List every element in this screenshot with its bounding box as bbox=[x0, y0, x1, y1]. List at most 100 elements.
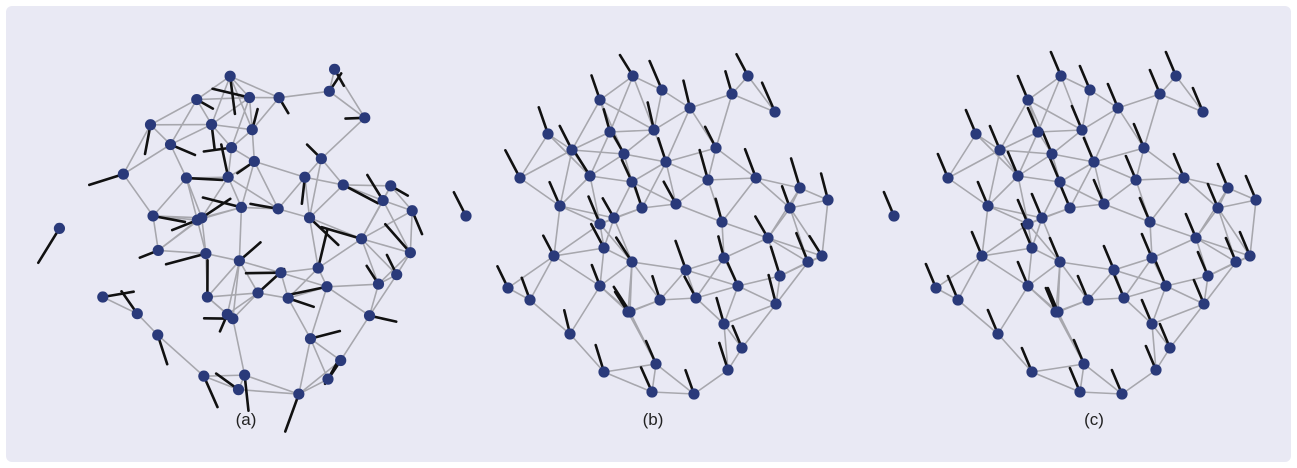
network-b-edge bbox=[653, 107, 691, 131]
network-b-node bbox=[722, 364, 734, 376]
network-a-edge bbox=[150, 98, 198, 126]
network-b-node bbox=[774, 270, 786, 282]
network-c-edge bbox=[935, 255, 983, 289]
network-c-node bbox=[976, 250, 988, 262]
network-c-edge bbox=[1151, 285, 1167, 325]
network-c-node bbox=[1026, 366, 1038, 378]
network-c-edge bbox=[987, 205, 1029, 225]
network-c-edge bbox=[1249, 199, 1257, 257]
network-c-edge bbox=[947, 177, 989, 207]
network-b-edge bbox=[659, 297, 697, 301]
network-c-edge bbox=[1183, 177, 1219, 209]
network-a-edge bbox=[211, 123, 253, 131]
network-a-edge bbox=[210, 75, 231, 125]
network-c-node bbox=[1055, 70, 1067, 82]
network-a-node bbox=[201, 291, 213, 303]
network-c-edge bbox=[1135, 177, 1185, 181]
network-b-edge bbox=[665, 161, 677, 205]
network-a-edge bbox=[102, 296, 138, 315]
network-a-node bbox=[233, 255, 245, 267]
network-c-edge bbox=[1151, 303, 1205, 325]
network-a-node bbox=[225, 142, 238, 154]
network-c-edge bbox=[981, 223, 1029, 257]
network-b-node bbox=[542, 128, 554, 140]
network-c-edge bbox=[1123, 297, 1153, 325]
network-a-orientation-vector bbox=[283, 392, 301, 433]
network-a-node bbox=[180, 172, 193, 184]
network-a-node bbox=[147, 210, 159, 222]
network-c-edge bbox=[987, 205, 1043, 219]
network-c-edge bbox=[1079, 391, 1123, 395]
network-a-node bbox=[224, 70, 236, 82]
network-b-node bbox=[548, 250, 560, 262]
network-a-edge bbox=[226, 292, 259, 316]
network-c-edge bbox=[1069, 161, 1095, 209]
network-b-edge bbox=[609, 129, 655, 133]
network-b-node bbox=[648, 124, 660, 136]
network-a-edge bbox=[298, 338, 312, 395]
network-c-edge bbox=[1103, 179, 1137, 205]
network-b-edge bbox=[553, 223, 601, 257]
network-a-edge bbox=[309, 286, 328, 339]
network-a-edge bbox=[409, 210, 413, 253]
network-a-node bbox=[205, 118, 218, 131]
network-a-node bbox=[328, 63, 341, 75]
network-c-node bbox=[1144, 216, 1156, 228]
network-a-orientation-vector bbox=[202, 374, 219, 409]
network-b-edge bbox=[553, 205, 561, 257]
network-c-edge bbox=[957, 255, 983, 301]
network-a-edge bbox=[382, 200, 412, 254]
network-a-edge bbox=[232, 292, 259, 320]
network-b-node bbox=[732, 280, 744, 292]
network-b-edge bbox=[599, 75, 634, 101]
network-b-edge bbox=[599, 247, 605, 287]
network-c-node bbox=[1022, 94, 1034, 106]
network-c-node bbox=[1074, 386, 1086, 398]
network-c-node bbox=[1032, 126, 1044, 138]
network-a-node bbox=[131, 308, 143, 320]
network-c-edge bbox=[947, 133, 977, 179]
network-c-edge bbox=[1037, 129, 1083, 133]
network-b-edge bbox=[651, 391, 695, 395]
network-b-edge bbox=[613, 217, 633, 263]
network-b-edge bbox=[627, 261, 633, 313]
network-a-node bbox=[406, 205, 418, 217]
network-a-edge bbox=[152, 177, 188, 217]
network-a-node bbox=[221, 308, 233, 320]
network-b-node bbox=[736, 342, 748, 354]
network-c-node bbox=[1212, 202, 1224, 214]
network-c-edge bbox=[1149, 221, 1197, 239]
network-c-node bbox=[1078, 358, 1090, 370]
network-b-node bbox=[618, 148, 630, 160]
network-a-node bbox=[377, 194, 389, 207]
network-c-edge bbox=[997, 285, 1029, 335]
network-a-edge bbox=[253, 161, 279, 210]
network-b-node bbox=[554, 200, 566, 212]
network-b-edge bbox=[529, 299, 571, 335]
network-b-node bbox=[524, 294, 536, 306]
network-a-edge bbox=[185, 177, 199, 221]
network-a-edge bbox=[122, 173, 154, 217]
network-c-edge bbox=[947, 149, 1001, 179]
network-b-edge bbox=[767, 237, 809, 263]
network-b-edge bbox=[559, 149, 573, 207]
network-a-edge bbox=[298, 359, 342, 395]
network-c-edge bbox=[1117, 93, 1161, 109]
network-c-edge bbox=[999, 99, 1029, 151]
network-a-edge bbox=[254, 160, 306, 179]
network-b-edge bbox=[747, 75, 776, 113]
network-b-node bbox=[769, 106, 781, 118]
network-c-node bbox=[1130, 174, 1142, 186]
network-c-node bbox=[1112, 102, 1124, 114]
network-c-edge bbox=[1195, 237, 1237, 263]
network-c-edge bbox=[1195, 237, 1251, 257]
network-a-node bbox=[117, 168, 129, 180]
network-c-edge bbox=[1027, 75, 1062, 101]
network-b-node bbox=[702, 174, 714, 186]
network-a-orientation-vector bbox=[284, 285, 329, 297]
network-c-node bbox=[1230, 256, 1242, 268]
network-c-edge bbox=[1017, 131, 1039, 177]
network-c-node bbox=[1198, 298, 1210, 310]
network-a-edge bbox=[360, 238, 398, 276]
network-a-edge bbox=[157, 334, 205, 377]
